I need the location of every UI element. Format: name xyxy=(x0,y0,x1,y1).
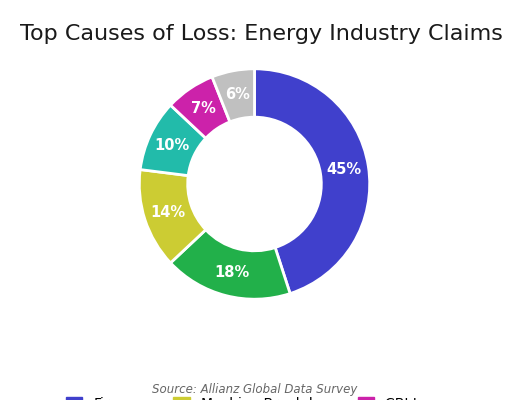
Wedge shape xyxy=(212,69,254,122)
Text: 10%: 10% xyxy=(155,138,190,153)
Text: 6%: 6% xyxy=(225,87,250,102)
Text: 7%: 7% xyxy=(191,101,216,116)
Wedge shape xyxy=(139,170,206,263)
Wedge shape xyxy=(171,77,230,138)
Text: 14%: 14% xyxy=(150,205,185,220)
Wedge shape xyxy=(171,230,290,299)
Text: Top Causes of Loss: Energy Industry Claims: Top Causes of Loss: Energy Industry Clai… xyxy=(20,24,503,44)
Wedge shape xyxy=(140,105,206,176)
Text: 45%: 45% xyxy=(327,162,362,177)
Wedge shape xyxy=(254,69,370,294)
Text: 18%: 18% xyxy=(214,265,249,280)
Text: Source: Allianz Global Data Survey: Source: Allianz Global Data Survey xyxy=(152,383,357,396)
Legend: Fire, Blow Out, Machine Breakdown, Explosion, CBI Loss, Other: Fire, Blow Out, Machine Breakdown, Explo… xyxy=(66,397,443,400)
